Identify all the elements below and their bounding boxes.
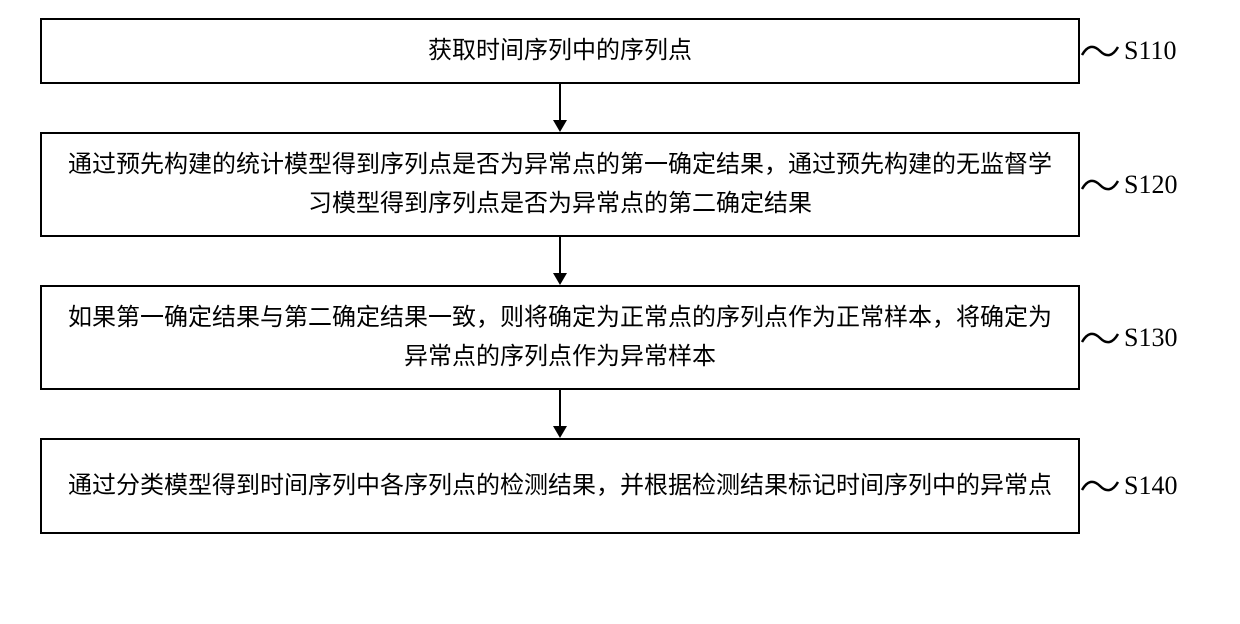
step-label-s140: S140 xyxy=(1120,471,1200,501)
arrow-down xyxy=(40,84,1080,132)
tilde-icon xyxy=(1080,39,1120,63)
step-box-s120: 通过预先构建的统计模型得到序列点是否为异常点的第一确定结果，通过预先构建的无监督… xyxy=(40,132,1080,237)
step-box-s110: 获取时间序列中的序列点 xyxy=(40,18,1080,84)
arrow-down xyxy=(40,390,1080,438)
tilde-icon xyxy=(1080,474,1120,498)
step-text: 通过分类模型得到时间序列中各序列点的检测结果，并根据检测结果标记时间序列中的异常… xyxy=(68,467,1052,505)
tilde-icon xyxy=(1080,326,1120,350)
tilde-connector xyxy=(1080,173,1120,197)
step-box-s140: 通过分类模型得到时间序列中各序列点的检测结果，并根据检测结果标记时间序列中的异常… xyxy=(40,438,1080,534)
step-label-s120: S120 xyxy=(1120,170,1200,200)
tilde-connector xyxy=(1080,474,1120,498)
step-text: 获取时间序列中的序列点 xyxy=(428,32,692,70)
step-text: 通过预先构建的统计模型得到序列点是否为异常点的第一确定结果，通过预先构建的无监督… xyxy=(62,146,1058,223)
step-row-s130: 如果第一确定结果与第二确定结果一致，则将确定为正常点的序列点作为正常样本，将确定… xyxy=(40,285,1200,390)
tilde-connector xyxy=(1080,39,1120,63)
step-label-s130: S130 xyxy=(1120,323,1200,353)
arrow-down xyxy=(40,237,1080,285)
step-text: 如果第一确定结果与第二确定结果一致，则将确定为正常点的序列点作为正常样本，将确定… xyxy=(62,299,1058,376)
step-row-s140: 通过分类模型得到时间序列中各序列点的检测结果，并根据检测结果标记时间序列中的异常… xyxy=(40,438,1200,534)
step-box-s130: 如果第一确定结果与第二确定结果一致，则将确定为正常点的序列点作为正常样本，将确定… xyxy=(40,285,1080,390)
tilde-icon xyxy=(1080,173,1120,197)
step-label-s110: S110 xyxy=(1120,36,1200,66)
step-row-s120: 通过预先构建的统计模型得到序列点是否为异常点的第一确定结果，通过预先构建的无监督… xyxy=(40,132,1200,237)
flowchart-container: 获取时间序列中的序列点 S110 通过预先构建的统计模型得到序列点是否为异常点的… xyxy=(40,18,1200,534)
tilde-connector xyxy=(1080,326,1120,350)
step-row-s110: 获取时间序列中的序列点 S110 xyxy=(40,18,1200,84)
